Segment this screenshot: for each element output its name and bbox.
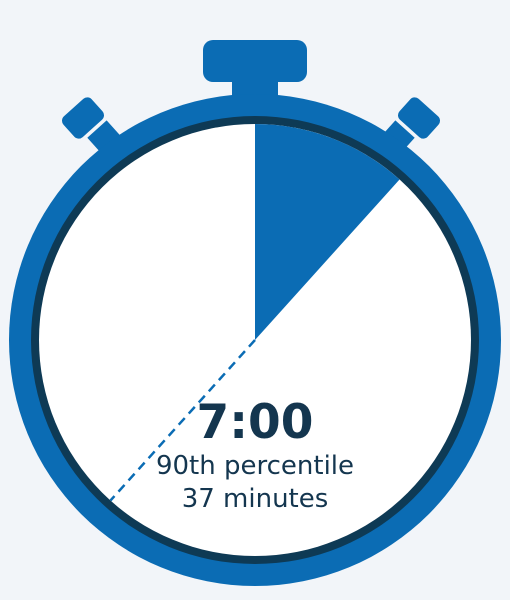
- duration-label: 37 minutes: [182, 484, 329, 514]
- percentile-marker-line: [109, 339, 256, 502]
- time-label: 7:00: [197, 395, 314, 450]
- left-side-button: [61, 97, 123, 156]
- percentile-label: 90th percentile: [156, 451, 354, 481]
- elapsed-time-wedge: [255, 124, 400, 340]
